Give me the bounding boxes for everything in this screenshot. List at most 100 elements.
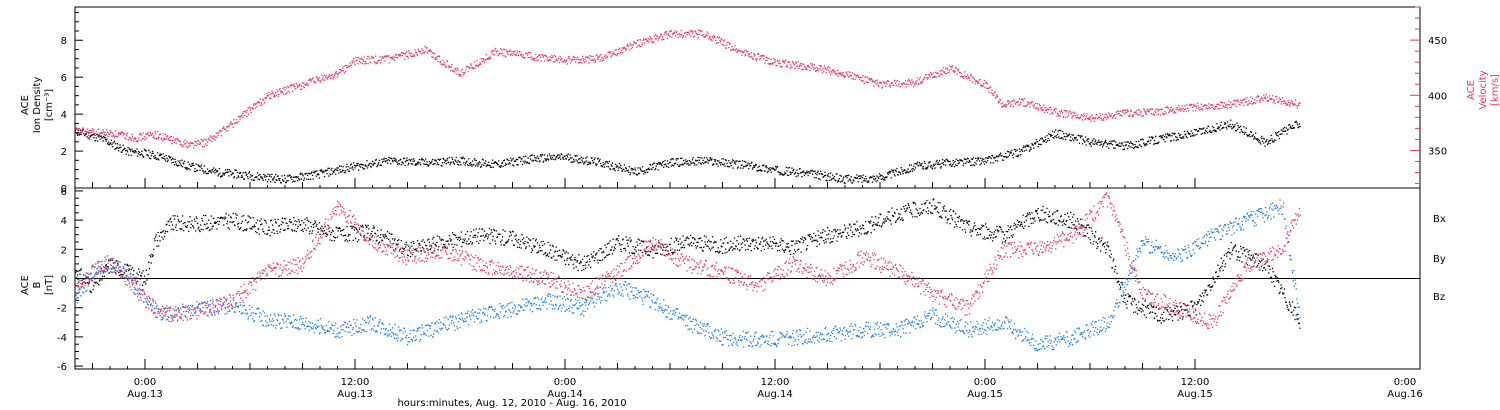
- bx-point: [638, 249, 640, 251]
- density-point: [455, 156, 457, 159]
- velocity-point: [1159, 108, 1161, 111]
- velocity-point: [1177, 109, 1179, 111]
- density-point: [578, 158, 580, 160]
- bx-point: [386, 237, 388, 239]
- velocity-point: [921, 81, 923, 83]
- density-point: [952, 160, 954, 162]
- bx-point: [441, 238, 443, 241]
- velocity-point: [1291, 103, 1293, 105]
- density-point: [519, 156, 521, 159]
- density-point: [734, 161, 736, 163]
- velocity-point: [601, 59, 604, 62]
- velocity-point: [168, 139, 171, 141]
- velocity-point: [1244, 98, 1246, 100]
- density-point: [563, 158, 565, 160]
- density-point: [339, 169, 341, 171]
- density-point: [875, 180, 877, 183]
- density-point: [836, 173, 838, 175]
- bx-point: [244, 229, 246, 231]
- velocity-point: [518, 54, 520, 56]
- velocity-point: [860, 77, 862, 79]
- velocity-point: [536, 55, 539, 58]
- velocity-point: [463, 72, 466, 74]
- density-point: [814, 170, 816, 172]
- bx-point: [328, 230, 331, 233]
- density-point: [1203, 127, 1205, 129]
- velocity-point: [714, 37, 716, 39]
- velocity-point: [548, 59, 550, 61]
- velocity-point: [1075, 115, 1077, 117]
- velocity-point: [417, 48, 419, 50]
- velocity-point: [910, 84, 912, 86]
- density-point: [366, 167, 369, 169]
- density-point: [338, 165, 341, 167]
- density-point: [838, 180, 840, 182]
- density-point: [852, 179, 854, 181]
- velocity-point: [955, 66, 957, 69]
- density-point: [264, 174, 266, 177]
- velocity-point: [474, 67, 476, 69]
- velocity-point: [1025, 105, 1027, 107]
- bx-point: [466, 240, 468, 242]
- density-point: [336, 167, 338, 169]
- density-point: [640, 168, 642, 170]
- velocity-point: [598, 56, 600, 58]
- velocity-point: [1282, 100, 1284, 102]
- velocity-point: [800, 62, 802, 65]
- velocity-point: [203, 139, 205, 141]
- density-point: [1021, 150, 1024, 152]
- density-point: [863, 180, 865, 182]
- velocity-point: [1296, 105, 1298, 107]
- velocity-point: [416, 54, 419, 57]
- density-point: [1202, 128, 1204, 130]
- velocity-point: [686, 34, 689, 36]
- velocity-point: [669, 35, 671, 37]
- density-point: [111, 146, 114, 148]
- density-point: [180, 165, 182, 167]
- density-point: [803, 170, 805, 172]
- field-tick-label: -4: [57, 333, 67, 344]
- bx-point: [260, 218, 262, 220]
- density-point: [266, 175, 268, 177]
- density-point: [198, 165, 201, 168]
- velocity-point: [1018, 104, 1020, 106]
- velocity-point: [741, 51, 744, 54]
- density-point: [281, 179, 284, 181]
- bx-point: [625, 236, 627, 238]
- bx-point: [316, 228, 319, 230]
- density-point: [681, 163, 684, 165]
- density-point: [1276, 132, 1279, 134]
- bx-point: [336, 227, 338, 229]
- velocity-point: [973, 79, 976, 81]
- bx-point: [81, 279, 83, 282]
- velocity-point: [854, 74, 856, 76]
- density-point: [351, 166, 354, 168]
- density-point: [724, 165, 726, 167]
- velocity-point: [550, 59, 552, 61]
- density-point: [210, 170, 212, 173]
- velocity-point: [1290, 102, 1292, 104]
- velocity-point: [1288, 101, 1290, 104]
- bx-point: [153, 248, 155, 250]
- density-point: [1050, 134, 1052, 136]
- bx-point: [273, 229, 275, 231]
- density-point: [815, 172, 817, 174]
- density-point: [113, 140, 116, 142]
- velocity-point: [1220, 101, 1222, 103]
- bx-point: [579, 262, 581, 264]
- velocity-point: [547, 60, 549, 62]
- density-point: [446, 159, 448, 161]
- velocity-point: [206, 141, 209, 143]
- density-point: [686, 160, 689, 162]
- density-point: [1185, 135, 1187, 137]
- bx-point: [313, 226, 315, 228]
- density-point: [836, 181, 839, 183]
- velocity-point: [834, 70, 836, 73]
- velocity-point: [174, 138, 176, 140]
- velocity-point: [1011, 100, 1014, 102]
- velocity-point: [336, 76, 339, 78]
- velocity-point: [476, 59, 478, 62]
- velocity-point: [515, 54, 517, 56]
- density-point: [220, 175, 222, 177]
